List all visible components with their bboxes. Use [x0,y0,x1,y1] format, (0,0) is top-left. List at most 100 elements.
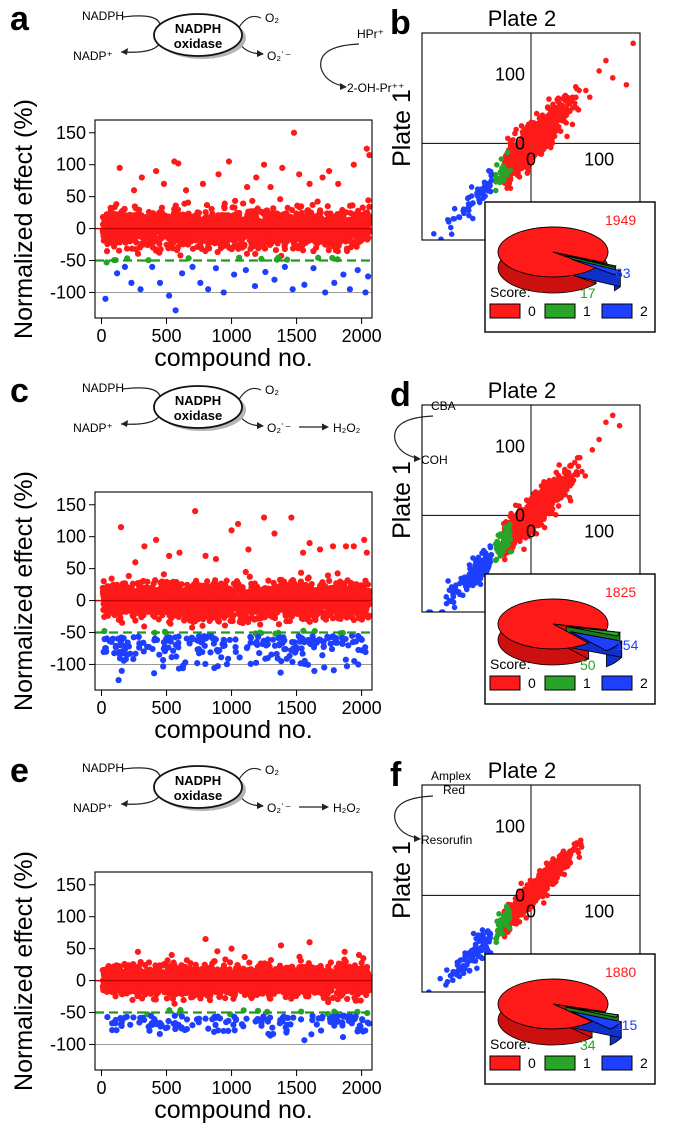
data-point-score2 [289,286,296,293]
data-point-score0 [155,616,162,623]
data-point-score0 [209,210,216,217]
data-point-score1 [499,165,505,172]
data-point-score0 [253,174,260,181]
data-point-score2 [340,271,347,278]
data-point-score0 [202,209,209,216]
data-point-score1 [494,162,500,168]
panel-label: a [10,0,30,38]
data-point-score0 [544,104,551,110]
data-point-score0 [178,581,185,588]
data-point-score2 [166,292,173,299]
data-point-score0 [133,239,140,246]
data-point-score0 [630,40,636,47]
data-point-score2 [362,289,369,296]
legend-label: 0 [528,303,536,319]
data-point-score0 [232,197,239,205]
data-point-score2 [438,236,444,240]
data-point-score0 [182,187,190,194]
data-point-score2 [478,186,484,192]
data-point-score0 [125,572,132,580]
data-point-score0 [521,145,527,152]
data-point-score0 [134,250,142,257]
data-point-score1 [258,255,265,262]
data-point-score2 [331,279,338,286]
data-point-score2 [364,273,372,280]
arrow-head-icon [322,423,329,431]
data-point-score0 [569,98,575,104]
data-point-score0 [117,614,124,622]
data-point-score2 [451,205,458,212]
scheme-substrate: NADPH [82,9,124,23]
data-point-score0 [244,183,251,191]
data-point-score0 [540,126,546,132]
data-point-score0 [350,161,357,168]
data-point-score0 [286,617,293,625]
data-point-score0 [314,198,321,205]
data-point-score0 [252,250,259,257]
data-point-score0 [221,205,228,212]
data-point-score0 [173,579,180,586]
data-point-score0 [343,247,351,255]
data-point-score1 [492,187,499,194]
data-point-score0 [272,247,280,254]
data-point-score0 [562,111,569,117]
data-point-score0 [199,180,207,187]
data-point-score0 [246,573,253,580]
data-point-score0 [623,81,630,88]
data-point-score0 [540,134,547,140]
arrow-head-icon [121,48,128,55]
data-point-score2 [137,286,144,293]
data-point-score0 [553,113,560,120]
data-point-score2 [448,231,455,237]
data-point-score0 [119,619,126,626]
enzyme-name: oxidase [174,408,222,423]
data-point-score0 [327,210,334,217]
data-point-score2 [281,263,288,271]
data-point-score0 [509,162,516,169]
arrow-head-icon [257,50,264,57]
data-point-score0 [115,247,123,254]
data-point-score0 [195,209,203,217]
data-point-score0 [513,161,520,168]
enzyme-name: NADPH [175,21,221,36]
data-point-score0 [221,200,228,207]
data-point-score0 [317,209,324,216]
data-point-score0 [319,174,326,181]
data-point-score2 [231,271,238,278]
data-point-score0 [306,180,313,187]
data-point-score2 [102,295,109,302]
enzyme-name: oxidase [174,36,222,51]
data-point-score1 [492,171,499,178]
enzyme-name: NADPH [175,393,221,408]
enzyme-oval [153,13,243,57]
data-point-score0 [241,241,248,248]
data-point-score0 [160,180,168,187]
legend-label: 1 [583,303,591,319]
legend-label: 2 [640,303,648,319]
data-point-score2 [447,224,454,231]
scheme-peroxide: H₂O₂ [333,421,361,435]
data-point-score0 [309,201,316,209]
data-point-score2 [476,199,483,206]
x-tick-label: 0 [526,149,536,169]
data-point-score0 [159,612,166,619]
data-point-score0 [138,174,145,181]
legend-swatch-score1 [544,303,576,319]
data-point-score0 [583,87,589,94]
data-point-score0 [573,105,580,111]
data-point-score0 [267,183,274,191]
data-point-score2 [197,279,204,286]
pie-label-score1: 17 [580,285,596,301]
data-point-score0 [270,205,277,212]
data-point-score0 [100,578,107,585]
data-point-score2 [346,286,353,293]
scheme-probe: HPr⁺ [357,27,384,41]
data-point-score0 [521,163,528,170]
data-point-score0 [289,245,297,252]
arrow-head-icon [340,83,347,90]
data-point-score0 [103,248,111,255]
data-point-score0 [123,245,131,252]
x-tick-label: 2000 [342,326,382,346]
data-point-score0 [530,130,537,137]
